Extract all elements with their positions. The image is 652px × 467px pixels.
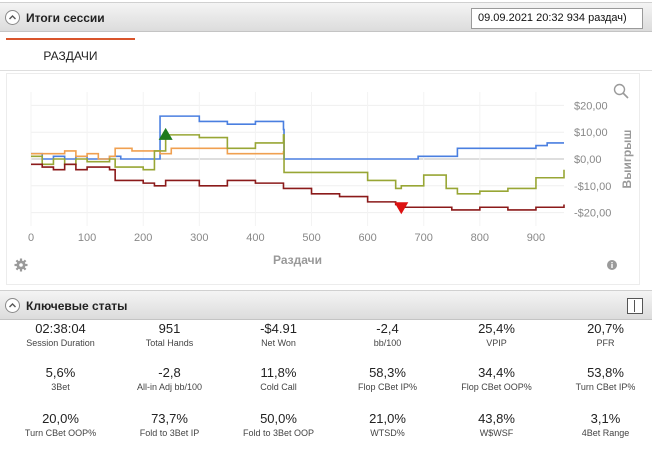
stat-label: WTSD% — [370, 428, 405, 438]
stat-item: -2,8 All-in Adj bb/100 — [115, 365, 224, 392]
layout-toggle-button[interactable] — [627, 298, 643, 314]
stat-label: Cold Call — [260, 382, 297, 392]
stat-item: 20,7% PFR — [551, 321, 652, 348]
stat-item: 3,1% 4Bet Range — [551, 411, 652, 438]
stat-item: 20,0% Turn CBet OOP% — [6, 411, 115, 438]
stat-value: 25,4% — [478, 321, 515, 336]
zoom-icon[interactable] — [613, 83, 629, 99]
stat-item: 25,4% VPIP — [442, 321, 551, 348]
key-stats-header: Ключевые статы — [0, 290, 652, 320]
y-tick-label: $0,00 — [574, 154, 602, 166]
x-tick-label: 500 — [302, 232, 320, 244]
x-tick-label: 0 — [28, 232, 34, 244]
x-tick-label: 400 — [246, 232, 264, 244]
tab-hands[interactable]: РАЗДАЧИ — [6, 38, 135, 70]
stat-value: -2,8 — [158, 365, 181, 380]
stat-item: 21,0% WTSD% — [333, 411, 442, 438]
stat-value: -2,4 — [376, 321, 399, 336]
stat-item: 50,0% Fold to 3Bet OOP — [224, 411, 333, 438]
stat-value: 3,1% — [590, 411, 621, 426]
stat-label: 3Bet — [51, 382, 70, 392]
stat-value: 5,6% — [45, 365, 76, 380]
stat-label: Net Won — [261, 338, 296, 348]
stat-value: 34,4% — [478, 365, 515, 380]
stat-label: 4Bet Range — [581, 428, 630, 438]
x-tick-label: 100 — [78, 232, 96, 244]
gear-icon[interactable] — [14, 258, 28, 272]
stat-value: 951 — [158, 321, 181, 336]
stat-item: 11,8% Cold Call — [224, 365, 333, 392]
stat-item: 02:38:04 Session Duration — [6, 321, 115, 348]
stat-label: All-in Adj bb/100 — [136, 382, 203, 392]
stat-value: 20,0% — [42, 411, 79, 426]
max-marker — [158, 127, 173, 140]
stat-item: 53,8% Turn CBet IP% — [551, 365, 652, 392]
chevron-up-icon — [9, 15, 16, 20]
y-axis-label: Выигрыш — [620, 130, 634, 189]
series-line-2 — [31, 134, 565, 195]
stat-value: 58,3% — [369, 365, 406, 380]
session-select[interactable]: 09.09.2021 20:32 934 раздач) — [471, 8, 643, 29]
stat-item: -$4.91 Net Won — [224, 321, 333, 348]
stat-label: PFR — [596, 338, 615, 348]
series-line-1 — [31, 147, 285, 160]
x-tick-label: 200 — [134, 232, 152, 244]
stat-item: 5,6% 3Bet — [6, 365, 115, 392]
stat-value: -$4.91 — [260, 321, 297, 336]
stat-label: W$WSF — [479, 428, 514, 438]
stat-item: -2,4 bb/100 — [333, 321, 442, 348]
x-tick-label: 700 — [415, 232, 433, 244]
session-summary-title: Итоги сессии — [26, 11, 105, 25]
stat-value: 20,7% — [587, 321, 624, 336]
stat-label: Flop CBet IP% — [357, 382, 418, 392]
stat-label: Flop CBet OOP% — [461, 382, 532, 392]
collapse-key-stats-button[interactable] — [5, 298, 20, 313]
session-summary-header: Итоги сессии 09.09.2021 20:32 934 раздач… — [0, 2, 652, 32]
stat-value: 02:38:04 — [35, 321, 86, 336]
collapse-session-button[interactable] — [5, 10, 20, 25]
x-tick-label: 600 — [358, 232, 376, 244]
stat-label: Turn CBet OOP% — [24, 428, 97, 438]
stat-value: 73,7% — [151, 411, 188, 426]
stat-value: 21,0% — [369, 411, 406, 426]
stat-value: 11,8% — [260, 365, 297, 380]
chart-area: $20,00 $10,00 $0,00 -$10,00 -$20,00 0 100 200 30… — [6, 73, 640, 285]
y-tick-label: -$10,00 — [574, 181, 611, 193]
stat-label: Turn CBet IP% — [575, 382, 636, 392]
x-axis-label: Раздачи — [273, 253, 322, 267]
x-tick-label: 800 — [471, 232, 489, 244]
x-tick-label: 300 — [190, 232, 208, 244]
stat-value: 50,0% — [260, 411, 297, 426]
x-tick-label: 900 — [527, 232, 545, 244]
stat-label: Total Hands — [145, 338, 194, 348]
info-icon[interactable] — [607, 260, 617, 270]
stat-item: 58,3% Flop CBet IP% — [333, 365, 442, 392]
y-tick-label: -$20,00 — [574, 208, 611, 220]
y-tick-label: $20,00 — [574, 100, 608, 112]
winnings-chart: $20,00 $10,00 $0,00 -$10,00 -$20,00 0 100 200 30… — [28, 92, 634, 267]
key-stats-title: Ключевые статы — [26, 299, 128, 313]
series-line-3 — [31, 163, 565, 211]
stat-item: 951 Total Hands — [115, 321, 224, 348]
stat-label: VPIP — [486, 338, 507, 348]
stat-item: 34,4% Flop CBet OOP% — [442, 365, 551, 392]
stat-value: 53,8% — [587, 365, 624, 380]
series-line-0 — [31, 115, 564, 160]
stat-value: 43,8% — [478, 411, 515, 426]
tabbar-divider — [0, 70, 652, 71]
stat-label: Fold to 3Bet OOP — [242, 428, 315, 438]
stat-label: Session Duration — [26, 338, 95, 348]
y-tick-label: $10,00 — [574, 127, 608, 139]
stat-item: 43,8% W$WSF — [442, 411, 551, 438]
min-marker — [394, 202, 409, 215]
stat-label: Fold to 3Bet IP — [139, 428, 200, 438]
key-stats-grid: 02:38:04 Session Duration 951 Total Hands -$… — [0, 321, 652, 467]
stat-label: bb/100 — [373, 338, 402, 348]
stat-item: 73,7% Fold to 3Bet IP — [115, 411, 224, 438]
chevron-up-icon — [9, 303, 16, 308]
